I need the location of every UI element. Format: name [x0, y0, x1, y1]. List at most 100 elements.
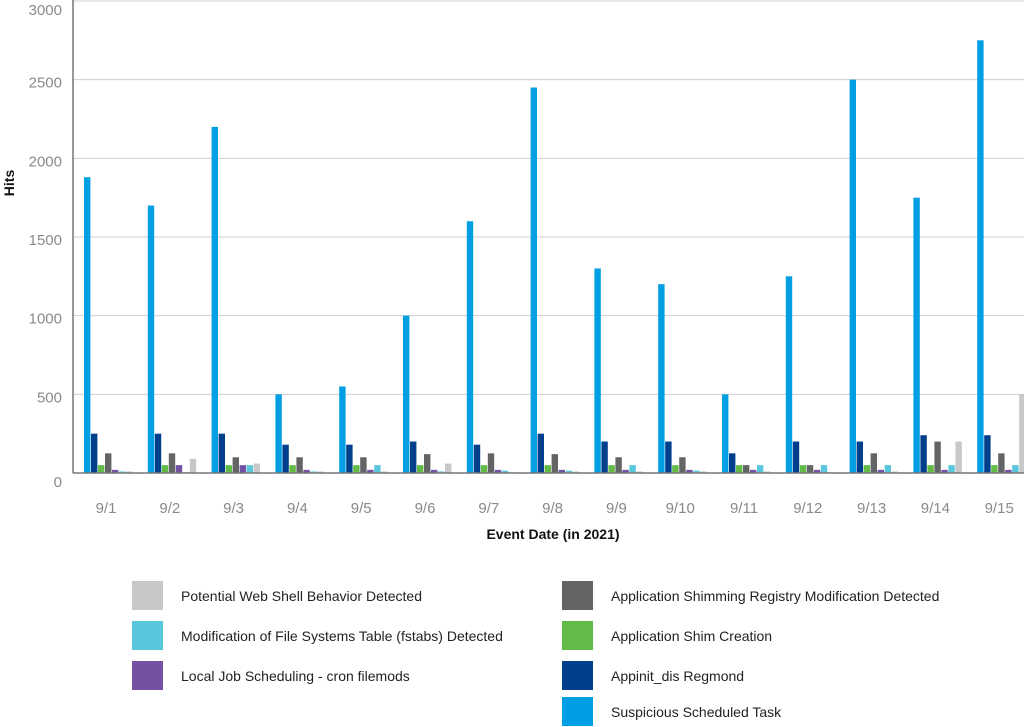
x-tick-label: 9/5 [351, 500, 372, 517]
x-tick-label: 9/8 [542, 500, 563, 517]
bar-application-shimming-registry-modification-detected-9-9 [615, 457, 622, 473]
bar-suspicious-scheduled-task-9-4 [275, 394, 282, 473]
bar-application-shimming-registry-modification-detected-9-4 [296, 457, 303, 473]
bar-appinit-dis-regmond-9-12 [792, 441, 800, 473]
x-tick-label: 9/9 [606, 500, 627, 517]
bar-suspicious-scheduled-task-9-7 [466, 221, 474, 473]
legend-swatch [132, 621, 163, 650]
legend-label: Appinit_dis Regmond [611, 667, 745, 684]
bar-appinit-dis-regmond-9-7 [473, 444, 481, 473]
bar-modification-of-file-systems-table-fstabs-detected-9-8 [565, 470, 572, 473]
bar-potential-web-shell-behavior-detected-9-3 [253, 463, 260, 473]
bar-application-shim-creation-9-14 [927, 465, 934, 473]
bar-local-job-scheduling-cron-filemods-9-11 [750, 469, 757, 473]
x-axis-title: Event Date (in 2021) [486, 526, 619, 542]
bar-application-shim-creation-9-7 [480, 465, 488, 473]
bar-application-shimming-registry-modification-detected-9-8 [551, 454, 558, 473]
legend-swatch [132, 581, 163, 610]
x-tick-label: 9/11 [730, 500, 758, 517]
bar-appinit-dis-regmond-9-5 [346, 444, 353, 473]
bar-modification-of-file-systems-table-fstabs-detected-9-9 [629, 465, 636, 473]
y-tick-label: 0 [54, 474, 62, 491]
legend-swatch [562, 581, 593, 610]
x-tick-labels: 9/1 9/2 9/3 9/4 9/5 9/6 9/7 9/8 9/9 9/10 9/11 9/12 9… [96, 500, 1014, 517]
legend-label: Application Shim Creation [611, 627, 773, 644]
y-tick-label: 1500 [29, 232, 62, 249]
bar-application-shimming-registry-modification-detected-9-12 [806, 465, 814, 473]
legend-label: Local Job Scheduling - cron filemods [181, 667, 410, 684]
bar-local-job-scheduling-cron-filemods-9-12 [813, 469, 821, 473]
bar-suspicious-scheduled-task-9-10 [658, 284, 665, 473]
legend-label: Potential Web Shell Behavior Detected [181, 587, 422, 604]
bar-suspicious-scheduled-task-9-6 [403, 315, 410, 473]
bar-local-job-scheduling-cron-filemods-9-3 [239, 465, 246, 473]
bar-potential-web-shell-behavior-detected-9-15 [1019, 394, 1024, 473]
bar-application-shim-creation-9-13 [863, 465, 870, 473]
bar-suspicious-scheduled-task-9-14 [913, 197, 920, 473]
bar-potential-web-shell-behavior-detected-9-5 [381, 471, 388, 473]
bar-modification-of-file-systems-table-fstabs-detected-9-6 [438, 471, 445, 473]
bar-potential-web-shell-behavior-detected-9-10 [700, 471, 707, 473]
y-tick-labels: 0 500 1000 1500 2000 2500 3000 [29, 2, 62, 491]
legend-item: Suspicious Scheduled Task [562, 697, 781, 726]
x-tick-label: 9/14 [921, 500, 950, 517]
legend-label: Application Shimming Registry Modificati… [611, 587, 940, 604]
x-tick-label: 9/10 [666, 500, 695, 517]
bar-local-job-scheduling-cron-filemods-9-4 [303, 469, 310, 473]
bar-potential-web-shell-behavior-detected-9-6 [445, 463, 452, 473]
bar-appinit-dis-regmond-9-1 [91, 433, 98, 473]
y-tick-label: 3000 [29, 2, 62, 19]
bar-application-shimming-registry-modification-detected-9-1 [105, 453, 112, 473]
bar-suspicious-scheduled-task-9-8 [530, 87, 537, 474]
bar-appinit-dis-regmond-9-13 [856, 441, 863, 473]
y-tick-label: 2000 [29, 153, 62, 170]
bars [84, 40, 1024, 474]
legend-item: Local Job Scheduling - cron filemods [132, 661, 410, 690]
bar-modification-of-file-systems-table-fstabs-detected-9-10 [693, 470, 700, 473]
bar-application-shimming-registry-modification-detected-9-2 [168, 453, 176, 473]
bar-application-shimming-registry-modification-detected-9-13 [870, 453, 877, 473]
bar-appinit-dis-regmond-9-15 [984, 435, 991, 473]
bar-potential-web-shell-behavior-detected-9-9 [636, 471, 643, 473]
y-axis-title: Hits [1, 170, 17, 197]
bar-local-job-scheduling-cron-filemods-9-6 [431, 469, 438, 473]
y-tick-label: 2500 [29, 75, 62, 92]
x-tick-label: 9/12 [793, 500, 822, 517]
legend-swatch [562, 661, 593, 690]
bar-appinit-dis-regmond-9-2 [154, 433, 162, 473]
legend-swatch [132, 661, 163, 690]
bar-modification-of-file-systems-table-fstabs-detected-9-11 [757, 465, 764, 473]
x-tick-label: 9/15 [985, 500, 1014, 517]
bar-potential-web-shell-behavior-detected-9-4 [317, 471, 324, 473]
bar-application-shim-creation-9-3 [225, 465, 232, 473]
x-tick-label: 9/6 [415, 500, 436, 517]
x-tick-label: 9/2 [159, 500, 180, 517]
bar-application-shim-creation-9-11 [736, 465, 743, 473]
bar-application-shimming-registry-modification-detected-9-3 [232, 457, 239, 473]
bar-application-shimming-registry-modification-detected-9-5 [360, 457, 367, 473]
bar-application-shimming-registry-modification-detected-9-11 [743, 465, 750, 473]
bar-suspicious-scheduled-task-9-3 [211, 126, 218, 473]
legend-item: Modification of File Systems Table (fsta… [132, 621, 503, 650]
y-tick-label: 500 [37, 389, 62, 406]
bar-application-shimming-registry-modification-detected-9-15 [998, 453, 1005, 473]
bar-local-job-scheduling-cron-filemods-9-7 [494, 469, 502, 473]
x-tick-label: 9/13 [857, 500, 886, 517]
bar-appinit-dis-regmond-9-4 [282, 444, 289, 473]
bar-suspicious-scheduled-task-9-12 [785, 276, 793, 473]
bar-local-job-scheduling-cron-filemods-9-9 [622, 469, 629, 473]
bar-appinit-dis-regmond-9-11 [729, 453, 736, 473]
bar-local-job-scheduling-cron-filemods-9-8 [558, 469, 565, 473]
bar-appinit-dis-regmond-9-10 [665, 441, 672, 473]
bar-local-job-scheduling-cron-filemods-9-1 [112, 469, 119, 473]
bar-local-job-scheduling-cron-filemods-9-15 [1005, 469, 1012, 473]
bar-application-shim-creation-9-9 [608, 465, 615, 473]
bar-modification-of-file-systems-table-fstabs-detected-9-13 [884, 465, 891, 473]
bar-application-shim-creation-9-15 [991, 465, 998, 473]
bar-modification-of-file-systems-table-fstabs-detected-9-14 [948, 465, 955, 473]
bar-application-shim-creation-9-8 [544, 465, 551, 473]
x-tick-label: 9/4 [287, 500, 308, 517]
bar-application-shim-creation-9-10 [672, 465, 679, 473]
bar-modification-of-file-systems-table-fstabs-detected-9-15 [1012, 465, 1019, 473]
